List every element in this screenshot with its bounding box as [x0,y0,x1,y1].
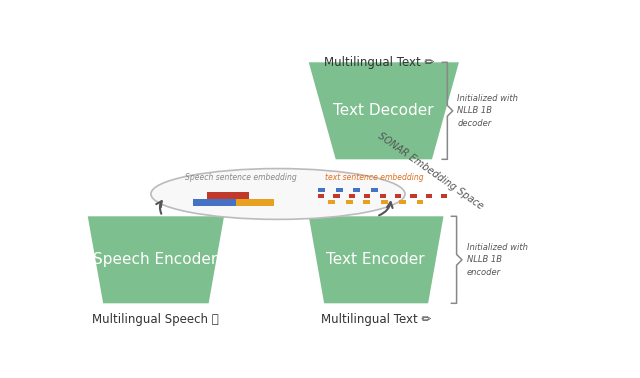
Bar [381,200,388,204]
Bar [336,188,342,192]
Bar [236,199,274,206]
Bar [426,194,432,198]
Bar [318,188,325,192]
Text: Speech Encoder: Speech Encoder [93,252,218,267]
Text: Text Encoder: Text Encoder [326,252,425,267]
Text: SONAR Embedding Space: SONAR Embedding Space [376,131,485,211]
Bar [380,194,386,198]
Bar [328,200,335,204]
Text: Initialized with
NLLB 1B
decoder: Initialized with NLLB 1B decoder [458,94,518,128]
Bar [395,194,401,198]
Polygon shape [308,216,444,303]
Bar [364,200,371,204]
Text: Text Decoder: Text Decoder [333,103,434,118]
Bar [349,194,355,198]
Text: Speech sentence embedding: Speech sentence embedding [185,173,297,182]
Text: Multilingual Text ✏️: Multilingual Text ✏️ [324,56,435,69]
Bar [399,200,406,204]
Bar [207,192,250,199]
Bar [371,188,378,192]
Bar [417,200,424,204]
Polygon shape [88,216,224,303]
Polygon shape [308,62,459,159]
Text: text sentence embedding: text sentence embedding [325,173,424,182]
Text: Multilingual Speech 🎤: Multilingual Speech 🎤 [92,313,219,326]
Bar [318,194,324,198]
Ellipse shape [151,169,405,219]
Bar [346,200,353,204]
Bar [193,199,236,206]
Bar [353,188,360,192]
Bar [441,194,447,198]
Text: Initialized with
NLLB 1B
encoder: Initialized with NLLB 1B encoder [467,243,527,277]
Bar [364,194,371,198]
Bar [410,194,417,198]
Text: Multilingual Text ✏️: Multilingual Text ✏️ [321,313,431,326]
Bar [333,194,340,198]
